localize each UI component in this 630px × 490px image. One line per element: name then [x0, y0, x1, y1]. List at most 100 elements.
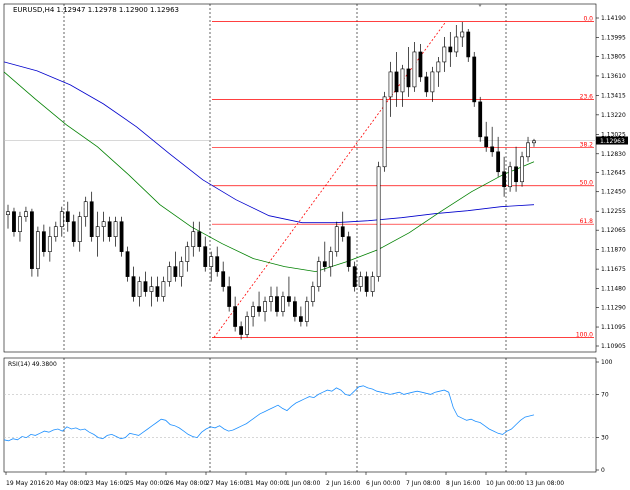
candle [209, 251, 214, 282]
candle-body [65, 211, 70, 222]
candle-body [400, 68, 405, 93]
moving-average-line [3, 61, 535, 224]
candle-body [310, 286, 315, 302]
shift-marker-icon [478, 4, 482, 7]
rsi-tick-label: 0 [601, 467, 605, 474]
candle [233, 296, 238, 332]
price-tick-label: 1.10905 [601, 343, 626, 350]
candle-body [352, 266, 357, 287]
candle-body [394, 71, 399, 93]
candle-body [472, 56, 477, 103]
fib-level-label: 50.0 [580, 180, 594, 187]
time-axis-label: 8 Jun 16:00 [446, 480, 480, 487]
price-tick-label: 1.13025 [601, 131, 626, 138]
candle [412, 41, 417, 92]
candle-body [77, 216, 82, 242]
current-price-box [596, 136, 628, 145]
candle [35, 226, 40, 277]
candle [119, 216, 124, 257]
candle-body [227, 286, 232, 307]
candle-body [173, 266, 178, 277]
candle-body [514, 166, 518, 183]
candle [12, 207, 16, 237]
candle-body [101, 221, 106, 227]
candle-body [520, 156, 524, 183]
candle-body [358, 276, 363, 287]
price-tick-label: 1.12255 [601, 208, 626, 215]
candle-body [149, 286, 154, 292]
candle [430, 66, 435, 102]
candle-body [209, 256, 214, 267]
price-tick-label: 1.14190 [601, 15, 626, 22]
price-pane [3, 3, 597, 353]
candle-body [346, 236, 351, 267]
candle [334, 221, 339, 257]
candle [77, 211, 82, 252]
candle-body [298, 316, 303, 322]
candle-body [388, 71, 393, 98]
candle-body [239, 326, 244, 335]
candle [197, 221, 202, 252]
rsi-label: RSI(14) 49.3800 [8, 361, 57, 368]
price-tick-label: 1.12645 [601, 169, 626, 176]
candle [185, 241, 190, 272]
candle [173, 251, 178, 282]
candle [358, 271, 363, 292]
candle-body [478, 101, 483, 138]
candle [215, 246, 220, 277]
rsi-tick-label: 70 [601, 391, 609, 398]
candle-body [251, 306, 255, 317]
candle-body [376, 166, 381, 277]
candle [514, 146, 518, 192]
candle-body [221, 271, 226, 287]
candle [454, 24, 459, 57]
candle [269, 286, 273, 312]
candle-body [107, 221, 112, 237]
candle-body [526, 142, 530, 158]
candle [508, 161, 512, 192]
candle-body [95, 226, 100, 237]
candle-body [442, 46, 447, 63]
candle [310, 281, 315, 307]
rsi-pane [3, 357, 597, 473]
candle-body [71, 221, 76, 242]
candle-body [424, 76, 429, 93]
candle [53, 221, 58, 242]
candle [442, 36, 447, 72]
time-axis-label: 26 May 08:00 [166, 480, 207, 487]
candle-body [59, 211, 64, 227]
candle [388, 61, 393, 117]
candle-body [197, 231, 202, 247]
candle-body [418, 51, 423, 78]
candle-body [328, 251, 333, 267]
candle-body [490, 146, 495, 153]
candle-body [155, 286, 160, 297]
candle [466, 28, 471, 62]
candle [484, 121, 489, 152]
candle [71, 214, 76, 247]
candle-body [448, 46, 453, 53]
candle [298, 306, 303, 327]
candle [275, 286, 279, 317]
candle-body [287, 296, 291, 302]
candle-body [245, 316, 249, 335]
candle-body [340, 226, 345, 237]
candle [251, 301, 255, 327]
time-axis-label: 2 Jun 16:00 [326, 480, 360, 487]
candle-body [406, 68, 411, 88]
time-axis-label: 27 May 16:00 [206, 480, 247, 487]
candle [496, 136, 501, 177]
candle-body [179, 261, 184, 277]
price-tick-label: 1.13995 [601, 34, 626, 41]
candle [490, 126, 495, 157]
fib-trendline [213, 21, 447, 338]
candle [418, 43, 423, 82]
price-tick-label: 1.13805 [601, 53, 626, 60]
candle-body [185, 246, 190, 262]
candle-body [203, 246, 208, 267]
candle-body [125, 251, 130, 277]
candle-body [161, 281, 166, 297]
candle-body [263, 301, 267, 312]
